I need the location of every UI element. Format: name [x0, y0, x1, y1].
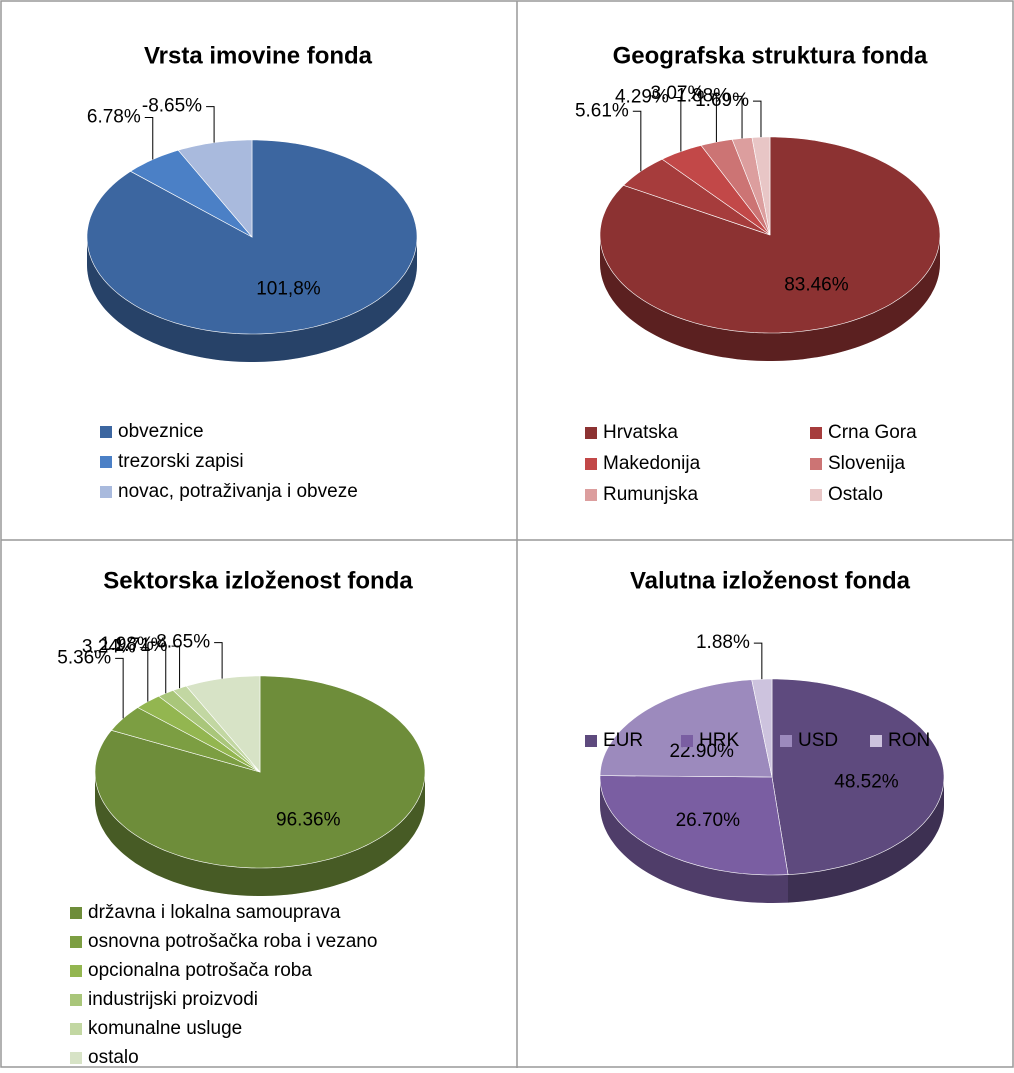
- leader-line: [753, 642, 763, 680]
- data-label: 1.88%: [696, 632, 750, 653]
- legend-label: industrijski proizvodi: [88, 989, 258, 1010]
- data-label: 83.46%: [784, 275, 849, 296]
- slice-side-shade: [600, 235, 940, 361]
- legend-label: komunalne usluge: [88, 1018, 242, 1039]
- legend-swatch: [585, 427, 597, 439]
- data-label: 3.07%: [651, 83, 705, 104]
- leader-line: [115, 657, 124, 719]
- legend-swatch: [70, 994, 82, 1006]
- legend-label: Hrvatska: [603, 422, 678, 443]
- data-label: 48.52%: [834, 772, 899, 793]
- leader-line: [157, 644, 167, 694]
- leader-line: [171, 645, 181, 689]
- legend-label: državna i lokalna samouprava: [88, 902, 341, 923]
- data-label: 101,8%: [256, 278, 321, 299]
- slice-side: [95, 772, 425, 896]
- data-label: -8.65%: [142, 96, 202, 117]
- legend-swatch: [100, 456, 112, 468]
- legend-label: RON: [888, 730, 930, 751]
- legend-swatch: [70, 936, 82, 948]
- leader-line: [708, 93, 717, 142]
- legend-swatch: [585, 489, 597, 501]
- slice-side: [788, 777, 944, 903]
- chart-title: Sektorska izloženost fonda: [103, 567, 413, 594]
- data-label: 96.36%: [276, 810, 341, 831]
- legend-label: trezorski zapisi: [118, 451, 244, 472]
- legend-swatch: [100, 486, 112, 498]
- slice-side: [87, 237, 417, 362]
- slice-side: [600, 777, 788, 903]
- slice-side-shade: [600, 777, 788, 903]
- leader-line: [632, 110, 642, 172]
- leader-line: [672, 97, 682, 152]
- data-label: 6.78%: [87, 107, 141, 128]
- data-label: 5.61%: [575, 100, 629, 121]
- legend-swatch: [681, 735, 693, 747]
- leader-line: [206, 106, 215, 143]
- legend-swatch: [810, 427, 822, 439]
- legend-swatch: [585, 458, 597, 470]
- data-label: 26.70%: [676, 810, 741, 831]
- slice: [177, 139, 253, 238]
- data-label: 1.88%: [676, 85, 730, 106]
- legend-label: Ostalo: [828, 484, 883, 505]
- legend-swatch: [70, 1023, 82, 1035]
- legend-label: USD: [798, 730, 838, 751]
- legend-label: novac, potraživanja i obveze: [118, 481, 358, 502]
- slice-side-shade: [788, 777, 944, 903]
- leader-line: [214, 642, 223, 679]
- slice-side-shade: [87, 237, 417, 362]
- chart-title: Valutna izloženost fonda: [630, 567, 911, 594]
- legend-label: obveznice: [118, 421, 204, 442]
- legend-swatch: [70, 1052, 82, 1064]
- slice: [110, 707, 261, 773]
- legend-swatch: [810, 489, 822, 501]
- slice: [185, 675, 261, 773]
- legend-label: Makedonija: [603, 453, 701, 474]
- legend-label: Rumunjska: [603, 484, 698, 505]
- slice: [751, 678, 773, 778]
- data-label: 3.24%: [82, 637, 136, 658]
- legend-label: osnovna potrošačka roba i vezano: [88, 931, 377, 952]
- legend-label: Crna Gora: [828, 422, 917, 443]
- slice: [622, 158, 771, 236]
- legend-label: opcionalna potrošača roba: [88, 960, 312, 981]
- legend-label: HRK: [699, 730, 739, 751]
- leader-line: [144, 117, 154, 160]
- slice: [599, 679, 773, 778]
- data-label: 1.98%: [100, 634, 154, 655]
- slice-side-shade: [95, 772, 425, 896]
- legend-swatch: [100, 426, 112, 438]
- slice-side: [600, 235, 940, 361]
- legend-swatch: [585, 735, 597, 747]
- leader-line: [734, 95, 743, 139]
- data-label: 1.69%: [695, 90, 749, 111]
- data-label: 5.36%: [57, 647, 111, 668]
- legend-swatch: [870, 735, 882, 747]
- data-label: 1.71%: [114, 635, 168, 656]
- legend-swatch: [810, 458, 822, 470]
- leader-line: [752, 100, 762, 138]
- slice: [700, 139, 771, 236]
- chart-title: Geografska struktura fonda: [613, 42, 928, 69]
- legend-label: ostalo: [88, 1047, 139, 1068]
- legend-label: EUR: [603, 730, 643, 751]
- slice: [771, 678, 945, 875]
- chart-title: Vrsta imovine fonda: [144, 42, 373, 69]
- legend-swatch: [780, 735, 792, 747]
- data-label: -8.65%: [150, 632, 210, 653]
- legend-swatch: [70, 907, 82, 919]
- leader-line: [139, 647, 149, 702]
- slice: [599, 775, 789, 876]
- legend-swatch: [70, 965, 82, 977]
- data-label: 4.29%: [615, 87, 669, 108]
- legend-label: Slovenija: [828, 453, 906, 474]
